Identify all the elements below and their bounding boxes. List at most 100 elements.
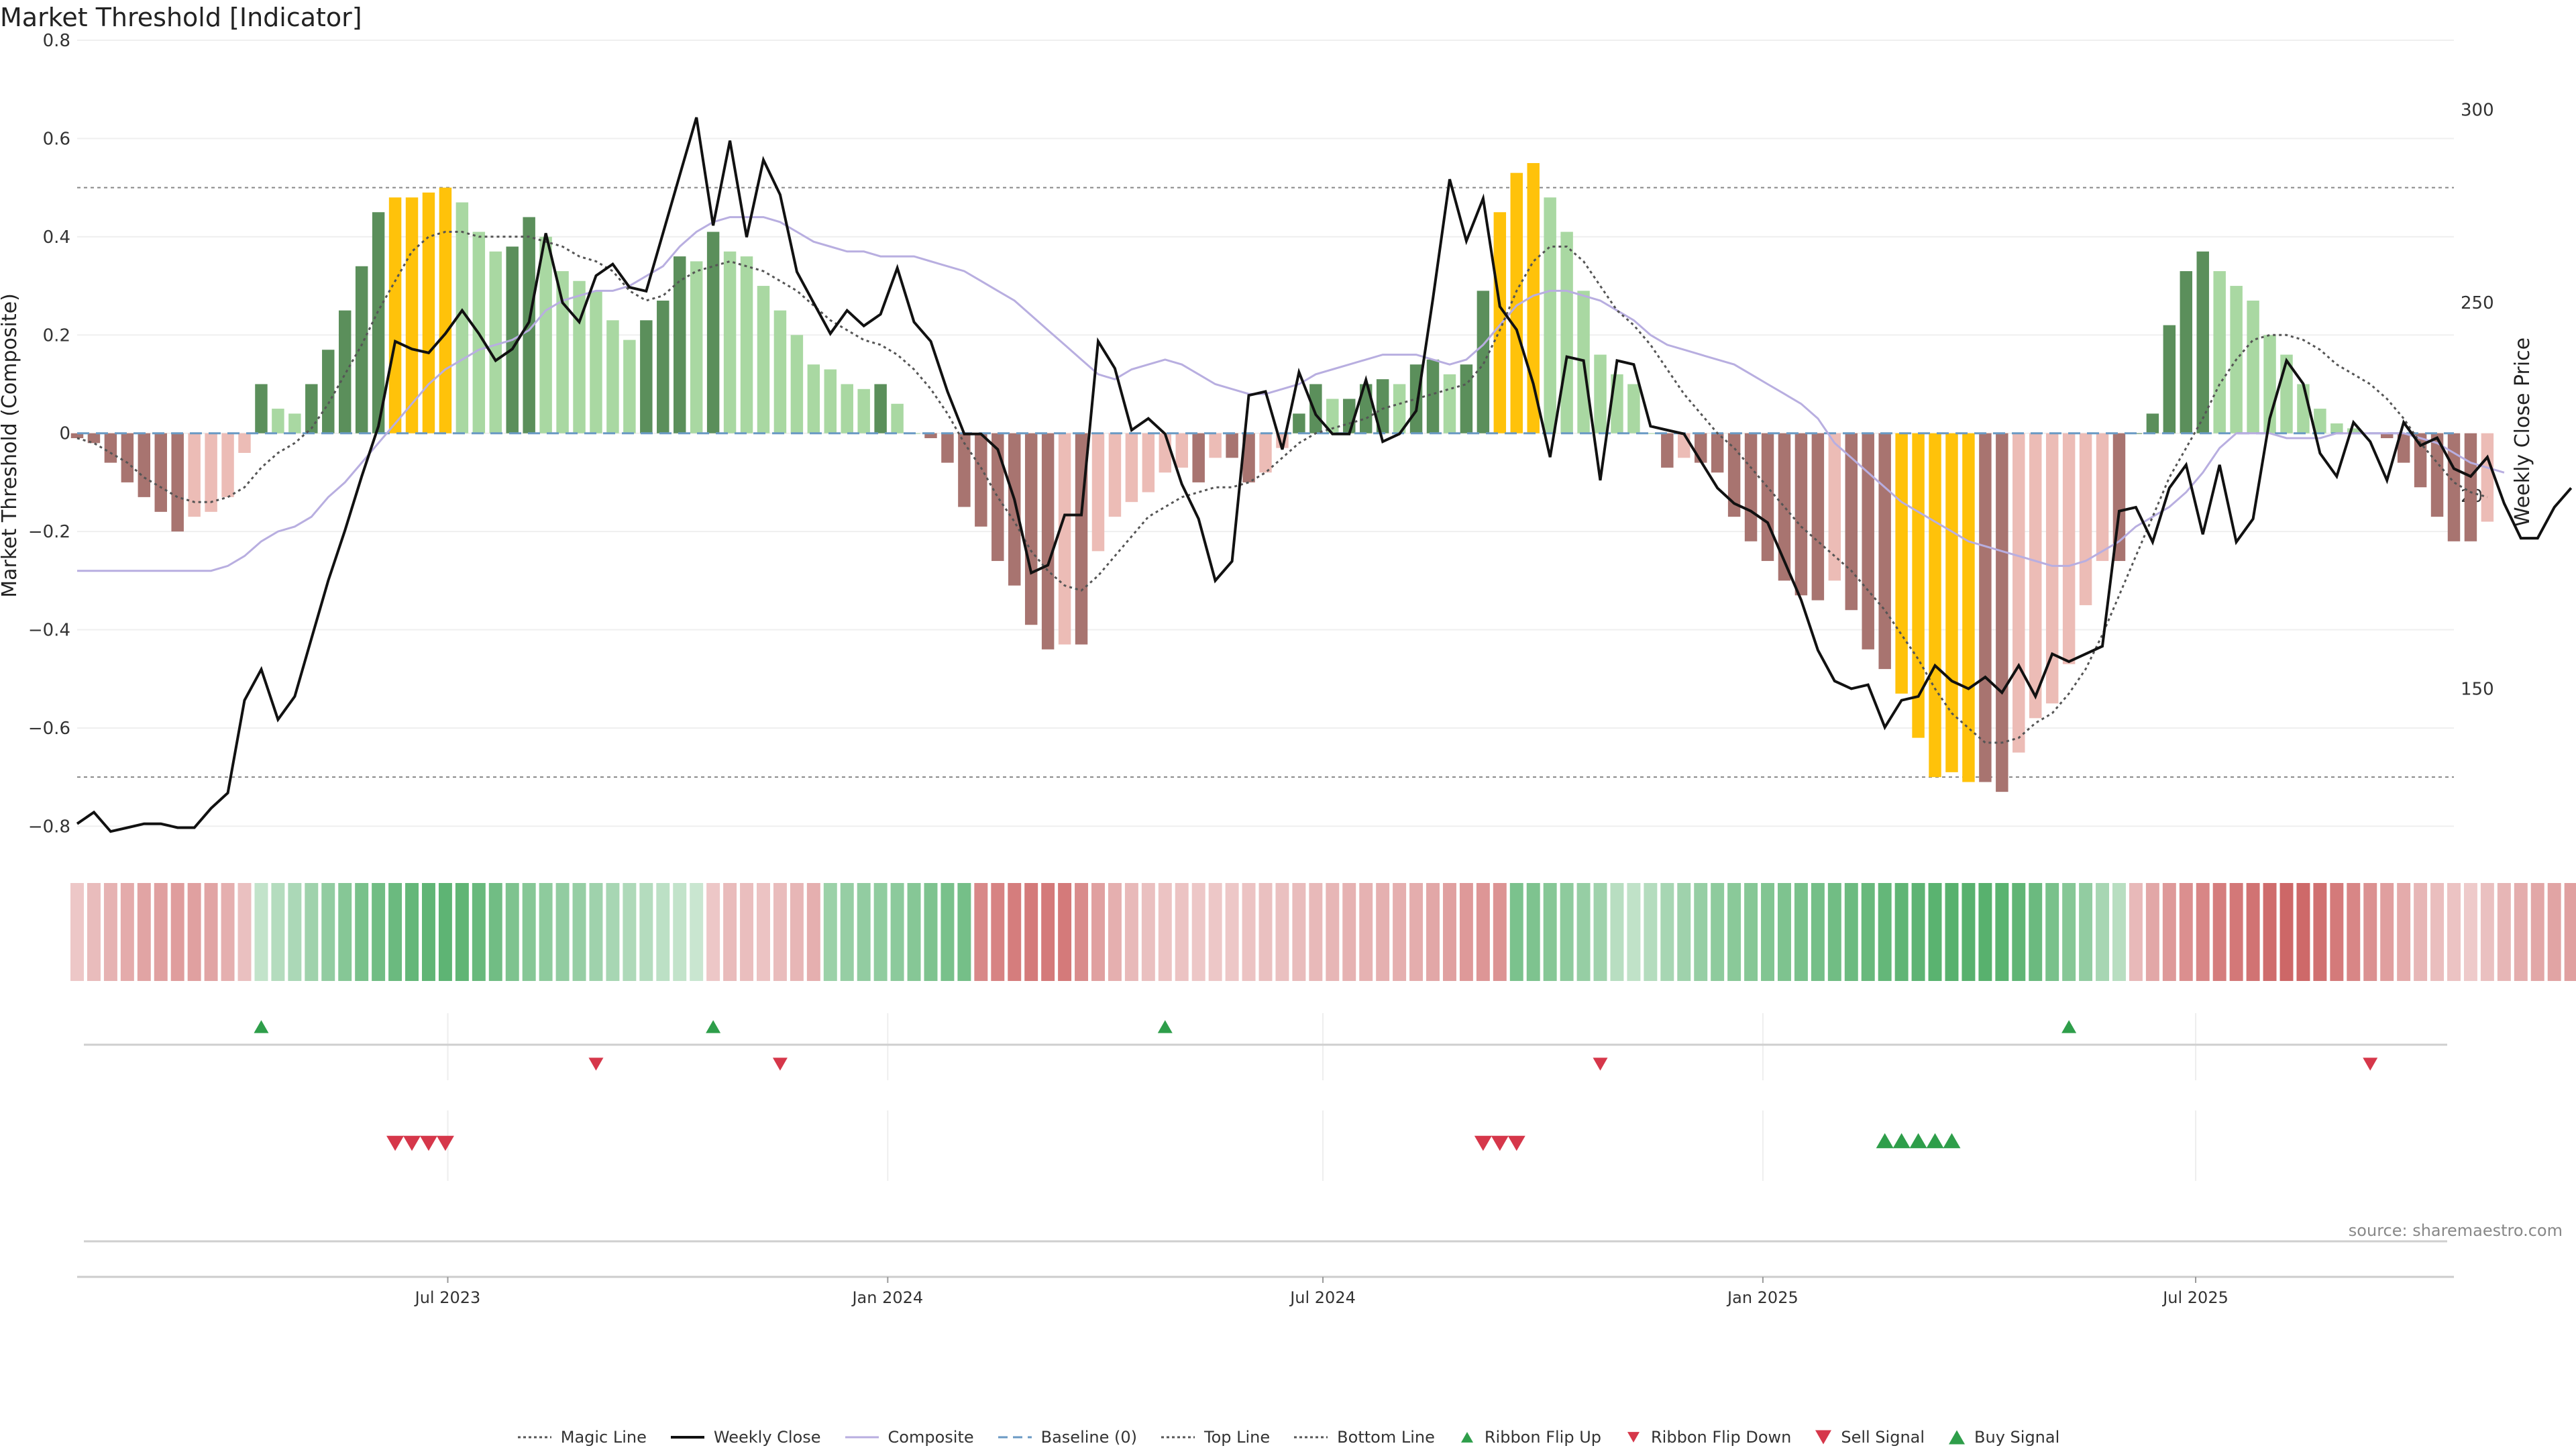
composite-bar xyxy=(706,231,720,433)
composite-bar xyxy=(590,291,602,433)
ribbon-cell xyxy=(1911,883,1925,981)
ribbon-cell xyxy=(1493,883,1507,981)
ribbon-cell xyxy=(338,883,352,981)
ribbon-cell xyxy=(773,883,787,981)
ribbon-flip-down-marker xyxy=(588,1057,604,1071)
composite-bar xyxy=(891,403,904,433)
composite-bar xyxy=(1376,379,1389,433)
ribbon-flip-down-marker xyxy=(772,1057,788,1071)
ribbon-cell xyxy=(1560,883,1574,981)
triangle-icon xyxy=(1460,1432,1473,1443)
ribbon-cell xyxy=(2547,883,2561,981)
buy-signal-marker xyxy=(1892,1133,1911,1149)
composite-bar xyxy=(740,256,753,433)
ribbon-cell xyxy=(2029,883,2043,981)
ribbon-cell xyxy=(974,883,988,981)
ribbon-cell xyxy=(1292,883,1306,981)
ribbon-cell xyxy=(1158,883,1172,981)
ribbon-cell xyxy=(639,883,653,981)
composite-bar xyxy=(322,350,335,433)
ribbon-cell xyxy=(1191,883,1205,981)
ribbon-cell xyxy=(1326,883,1340,981)
ribbon-cell xyxy=(288,883,302,981)
composite-bar xyxy=(690,261,703,433)
composite-bar xyxy=(1544,197,1556,433)
ribbon-cell xyxy=(1124,883,1138,981)
ribbon-cell xyxy=(1509,883,1523,981)
ribbon-cell xyxy=(2045,883,2059,981)
composite-bar xyxy=(439,187,452,433)
ribbon-cell xyxy=(1225,883,1239,981)
ribbon-cell xyxy=(907,883,921,981)
composite-bar xyxy=(154,433,167,512)
ribbon-cell xyxy=(70,883,84,981)
x-tick-label: Jan 2024 xyxy=(851,1288,923,1307)
ribbon-cell xyxy=(2363,883,2377,981)
ribbon-cell xyxy=(1258,883,1273,981)
composite-bar xyxy=(640,320,653,433)
line-swatch-icon xyxy=(1294,1436,1328,1439)
ribbon-cell xyxy=(2096,883,2110,981)
composite-bar xyxy=(1242,433,1255,482)
ribbon-cell xyxy=(2497,883,2511,981)
y-tick-label: 0.4 xyxy=(43,227,70,248)
ribbon-cell xyxy=(2313,883,2327,981)
composite-bar xyxy=(1912,433,1925,738)
composite-bar xyxy=(1744,433,1758,541)
line-swatch-icon xyxy=(998,1436,1032,1439)
ribbon-cell xyxy=(2564,883,2576,981)
legend-label: Buy Signal xyxy=(1974,1428,2060,1447)
ribbon-cell xyxy=(1777,883,1791,981)
ribbon-cell xyxy=(1593,883,1607,981)
ribbon-flip-down-marker xyxy=(2363,1057,2378,1071)
ribbon-cell xyxy=(254,883,268,981)
composite-bar xyxy=(405,197,419,433)
ribbon-panel xyxy=(70,883,2576,981)
line-swatch-icon xyxy=(845,1436,879,1439)
ribbon-cell xyxy=(1945,883,1959,981)
composite-bar xyxy=(1209,433,1222,458)
ribbon-cell xyxy=(1526,883,1540,981)
buy-signal-marker xyxy=(1926,1133,1944,1149)
triangle-icon xyxy=(1627,1432,1640,1443)
composite-bar xyxy=(1996,433,2008,792)
ribbon-cell xyxy=(87,883,101,981)
composite-bar xyxy=(773,310,787,433)
composite-bar xyxy=(1192,433,1205,482)
composite-bar xyxy=(205,433,217,512)
composite-bar xyxy=(2029,433,2042,719)
legend-item: Ribbon Flip Down xyxy=(1624,1428,1791,1447)
composite-bar xyxy=(70,433,84,439)
composite-bar xyxy=(305,384,318,433)
composite-bar xyxy=(1895,433,1908,694)
ribbon-cell xyxy=(1393,883,1407,981)
composite-bar xyxy=(991,433,1004,562)
ribbon-cell xyxy=(505,883,519,981)
ribbon-cell xyxy=(2062,883,2076,981)
ribbon-cell xyxy=(1242,883,1256,981)
legend-label: Ribbon Flip Down xyxy=(1651,1428,1792,1447)
x-tick-label: Jul 2024 xyxy=(1289,1288,1356,1307)
legend-item: Baseline (0) xyxy=(997,1428,1137,1447)
composite-bar xyxy=(188,433,201,517)
ribbon-cell xyxy=(1075,883,1089,981)
ribbon-cell xyxy=(1091,883,1105,981)
composite-bar xyxy=(941,433,954,463)
composite-bar xyxy=(1794,433,1808,596)
sell-signal-marker xyxy=(419,1135,437,1151)
ribbon-cell xyxy=(1141,883,1155,981)
ribbon-cell xyxy=(1962,883,1976,981)
sell-signal-marker xyxy=(1491,1135,1509,1151)
composite-bar xyxy=(1594,354,1607,433)
ribbon-flip-down-marker xyxy=(1593,1057,1608,1071)
ribbon-cell xyxy=(1727,883,1741,981)
legend-item: Weekly Close xyxy=(669,1428,821,1447)
ribbon-cell xyxy=(1208,883,1222,981)
y2-tick-label: 250 xyxy=(2461,293,2494,313)
ribbon-cell xyxy=(840,883,854,981)
composite-bar xyxy=(1142,433,1155,492)
y-tick-label: −0.2 xyxy=(28,522,70,542)
composite-bar xyxy=(1293,413,1305,433)
main-panel: 0.80.60.40.20−0.2−0.4−0.6−0.830025020015… xyxy=(0,31,2573,837)
ribbon-cell xyxy=(1627,883,1641,981)
